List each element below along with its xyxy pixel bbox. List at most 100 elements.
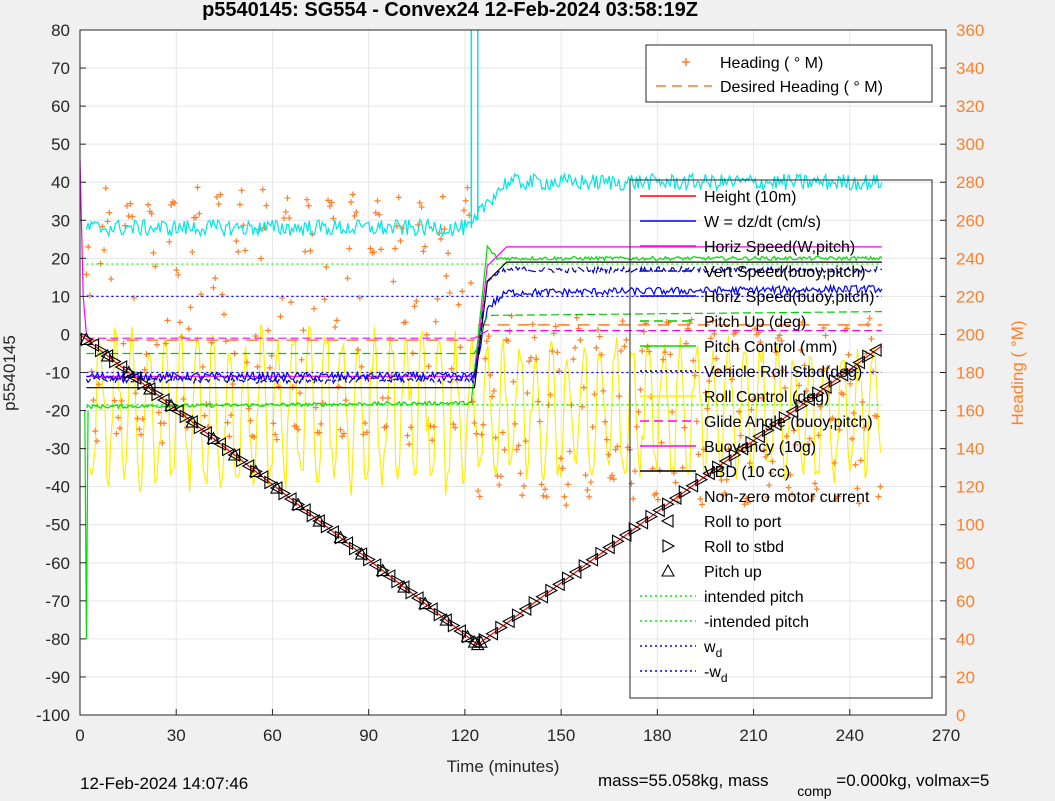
heading-marker <box>408 424 415 431</box>
heading-marker <box>192 214 199 221</box>
heading-marker <box>198 291 205 298</box>
heading-marker <box>402 319 409 326</box>
roll-marker <box>142 382 156 396</box>
heading-marker <box>251 434 258 441</box>
heading-marker <box>549 348 556 355</box>
y-tick-label: -20 <box>45 402 70 421</box>
x-axis-label: Time (minutes) <box>447 757 560 776</box>
heading-marker <box>111 397 118 404</box>
heading-marker <box>125 212 132 219</box>
roll-marker <box>114 360 128 374</box>
heading-marker <box>277 313 284 320</box>
y2-tick-label: 180 <box>956 364 984 383</box>
heading-marker <box>790 427 797 434</box>
heading-marker <box>263 202 270 209</box>
roll-marker <box>137 376 151 391</box>
heading-marker <box>704 405 711 412</box>
legend-main-label: -intended pitch <box>704 614 809 631</box>
heading-marker <box>653 490 660 497</box>
heading-marker <box>122 222 129 229</box>
legend-main-label: Roll Control (deg) <box>704 389 829 406</box>
roll-marker <box>511 608 525 623</box>
series-line <box>86 330 882 339</box>
heading-marker <box>330 215 337 222</box>
heading-marker <box>362 420 369 427</box>
roll-marker <box>678 484 692 499</box>
heading-marker <box>88 368 95 375</box>
roll-marker <box>396 580 410 594</box>
roll-marker <box>170 404 184 418</box>
heading-marker <box>609 472 616 479</box>
heading-marker <box>310 305 317 312</box>
heading-marker <box>781 384 788 391</box>
roll-marker <box>745 435 759 450</box>
heading-marker <box>820 324 827 331</box>
heading-marker <box>644 344 651 351</box>
y-tick-label: -10 <box>45 364 70 383</box>
footer-timestamp: 12-Feb-2024 14:07:46 <box>80 774 249 793</box>
heading-marker <box>792 441 799 448</box>
heading-marker <box>870 368 877 375</box>
heading-marker <box>829 415 836 422</box>
heading-marker <box>303 196 310 203</box>
heading-marker <box>166 238 173 245</box>
roll-marker <box>363 552 376 567</box>
legend-main-label: Vert Speed(buoy,pitch) <box>704 264 866 281</box>
heading-marker <box>307 247 314 254</box>
heading-marker <box>580 384 587 391</box>
y-tick-label: -80 <box>45 630 70 649</box>
roll-marker <box>818 380 832 395</box>
heading-marker <box>582 472 589 479</box>
roll-marker <box>862 349 875 364</box>
roll-marker <box>528 595 542 610</box>
heading-marker <box>845 351 852 358</box>
heading-marker <box>776 332 783 339</box>
heading-marker <box>797 347 804 354</box>
heading-marker <box>522 438 529 445</box>
heading-marker <box>228 412 235 419</box>
heading-marker <box>236 201 243 208</box>
heading-marker <box>374 197 381 204</box>
heading-marker <box>194 184 201 191</box>
heading-marker <box>598 351 605 358</box>
heading-marker <box>573 314 580 321</box>
heading-marker <box>602 418 609 425</box>
heading-marker <box>270 420 277 427</box>
heading-marker <box>162 340 169 347</box>
roll-marker <box>535 589 549 604</box>
pitch-marker <box>460 629 475 643</box>
heading-marker <box>563 502 570 509</box>
heading-marker <box>662 349 669 356</box>
heading-marker <box>242 247 249 254</box>
heading-marker <box>139 416 146 423</box>
y2-tick-label: 20 <box>956 668 975 687</box>
heading-marker <box>734 345 741 352</box>
heading-marker <box>729 376 736 383</box>
heading-marker <box>265 327 272 334</box>
y-tick-label: 0 <box>61 325 70 344</box>
heading-marker <box>587 479 594 486</box>
y2-tick-label: 200 <box>956 325 984 344</box>
pitch-marker <box>206 431 221 445</box>
heading-marker <box>356 294 363 301</box>
roll-marker <box>835 367 849 382</box>
heading-marker <box>660 356 667 363</box>
heading-marker <box>439 193 446 200</box>
legend-heading-label: Desired Heading ( ° M) <box>720 79 883 96</box>
heading-marker <box>266 364 273 371</box>
roll-marker <box>128 371 142 385</box>
heading-marker <box>850 410 857 417</box>
heading-marker <box>213 193 220 200</box>
heading-marker <box>392 245 399 252</box>
heading-marker <box>520 482 527 489</box>
heading-marker <box>397 237 404 244</box>
heading-marker <box>229 381 236 388</box>
y-tick-label: -30 <box>45 440 70 459</box>
heading-marker <box>531 334 538 341</box>
heading-marker <box>120 340 127 347</box>
roll-marker <box>702 466 715 481</box>
roll-marker <box>156 393 170 407</box>
heading-marker <box>355 346 362 353</box>
heading-marker <box>603 436 610 443</box>
y2-tick-label: 0 <box>956 706 965 725</box>
